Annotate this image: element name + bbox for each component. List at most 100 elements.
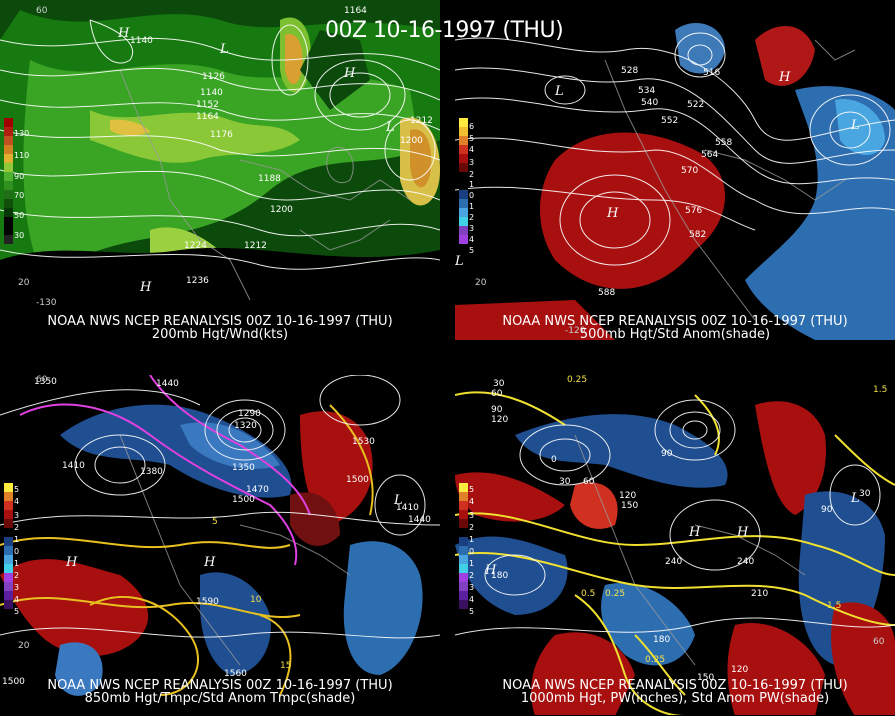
contour-label: 582	[689, 230, 707, 240]
high-marker: H	[485, 563, 497, 578]
high-marker: H	[607, 206, 619, 221]
legend-tick: 1	[14, 535, 20, 544]
contour-label: 120	[619, 491, 637, 501]
legend-tick: 4	[469, 145, 475, 154]
legend-tick: 0	[469, 547, 475, 556]
contour-label: 1530	[352, 437, 375, 447]
panel-caption: NOAA NWS NCEP REANALYSIS 00Z 10-16-1997 …	[47, 314, 393, 329]
low-marker: L	[220, 42, 229, 57]
contour-label: 1350	[232, 463, 255, 473]
pw-label: 1.5	[827, 601, 842, 611]
lat-label: 20	[18, 278, 30, 288]
map-850mb	[0, 375, 440, 715]
contour-label: 1500	[2, 677, 25, 687]
contour-label: 1590	[196, 597, 219, 607]
legend-tick: 70	[14, 191, 25, 200]
legend-tick: 3	[469, 511, 475, 520]
map-200mb	[0, 0, 440, 340]
legend-tick: 3	[14, 583, 20, 592]
pw-label: 1.5	[873, 385, 888, 395]
legend-tick: 2	[469, 213, 475, 222]
legend-tick: 5	[469, 485, 475, 494]
legend-tick: 5	[469, 134, 475, 143]
contour-label: 570	[681, 166, 699, 176]
contour-label: 564	[701, 150, 719, 160]
contour-label: 1140	[130, 36, 153, 46]
contour-label: 0	[551, 455, 557, 465]
panel-500mb: 6 5 4 3 2 1 0 1 2 3 4 5 528 534 540 552 …	[455, 0, 895, 340]
legend-tick: 5	[14, 485, 20, 494]
panel-1000mb: 5 4 3 2 1 0 1 2 3 4 5 30 60 90 120 90 60…	[455, 375, 895, 715]
contour-label: 1320	[234, 421, 257, 431]
contour-label: 1152	[196, 100, 219, 110]
contour-label: 1212	[244, 241, 267, 251]
panel-caption: NOAA NWS NCEP REANALYSIS 00Z 10-16-1997 …	[502, 678, 848, 693]
low-marker: L	[851, 118, 860, 133]
contour-label: 1164	[196, 112, 219, 122]
contour-label: 60	[583, 477, 595, 487]
high-marker: H	[779, 70, 791, 85]
contour-label: 30	[493, 379, 505, 389]
map-1000mb	[455, 375, 895, 715]
legend-tick: 50	[14, 211, 25, 220]
contour-label: 1200	[270, 205, 293, 215]
high-marker: H	[140, 280, 152, 295]
isotherm-label: 5	[212, 517, 218, 527]
legend-tick: 2	[469, 571, 475, 580]
lat-label: 20	[475, 278, 487, 288]
panel-caption: NOAA NWS NCEP REANALYSIS 00Z 10-16-1997 …	[502, 314, 848, 329]
legend-tick: 90	[14, 172, 25, 181]
legend-tick: 0	[469, 191, 475, 200]
contour-label: 1224	[184, 241, 207, 251]
contour-label: 1410	[396, 503, 419, 513]
legend-1000mb	[459, 483, 468, 609]
contour-label: 1140	[200, 88, 223, 98]
pw-label: 0.5	[581, 589, 596, 599]
legend-tick: 4	[14, 595, 20, 604]
contour-label: 1410	[62, 461, 85, 471]
legend-tick: 5	[469, 246, 475, 255]
contour-label: 558	[715, 138, 733, 148]
contour-label: 522	[687, 100, 705, 110]
high-marker: H	[737, 525, 749, 540]
contour-label: 1200	[400, 136, 423, 146]
high-marker: H	[66, 555, 78, 570]
panel-subcaption: 500mb Hgt/Std Anom(shade)	[579, 327, 771, 340]
contour-label: 30	[559, 477, 571, 487]
contour-label: 516	[703, 68, 721, 78]
high-marker: H	[204, 555, 216, 570]
contour-label: 576	[685, 206, 703, 216]
legend-tick: 2	[469, 523, 475, 532]
legend-tick: 5	[14, 607, 20, 616]
legend-tick: 3	[14, 511, 20, 520]
panel-850mb: 5 4 3 2 1 0 1 2 3 4 5 1350 1440 1410 138…	[0, 375, 440, 715]
legend-tick: 4	[469, 497, 475, 506]
legend-tick: 3	[469, 158, 475, 167]
panel-subcaption: 200mb Hgt/Wnd(kts)	[151, 327, 289, 340]
contour-label: 30	[859, 489, 871, 499]
legend-tick: 1	[469, 180, 475, 189]
contour-label: 588	[598, 288, 616, 298]
contour-label: 240	[665, 557, 683, 567]
contour-label: 1350	[34, 377, 57, 387]
high-marker: H	[689, 525, 701, 540]
high-marker: H	[344, 66, 356, 81]
contour-label: 1236	[186, 276, 209, 286]
contour-label: 180	[653, 635, 671, 645]
contour-label: 552	[661, 116, 679, 126]
contour-label: 1188	[258, 174, 281, 184]
low-marker: L	[851, 491, 860, 506]
contour-label: 120	[731, 665, 749, 675]
legend-850mb	[4, 483, 13, 609]
legend-tick: 4	[14, 497, 20, 506]
contour-label: 210	[751, 589, 769, 599]
panel-200mb: 130 110 90 70 50 30 1164 1126 1140 1152 …	[0, 0, 440, 340]
lat-label: 60	[873, 637, 885, 647]
contour-label: 1500	[232, 495, 255, 505]
lat-label: 60	[36, 6, 48, 16]
high-marker: H	[118, 26, 130, 41]
low-marker: L	[386, 120, 395, 135]
panel-caption: NOAA NWS NCEP REANALYSIS 00Z 10-16-1997 …	[47, 678, 393, 693]
contour-label: 1500	[346, 475, 369, 485]
contour-label: 1290	[238, 409, 261, 419]
